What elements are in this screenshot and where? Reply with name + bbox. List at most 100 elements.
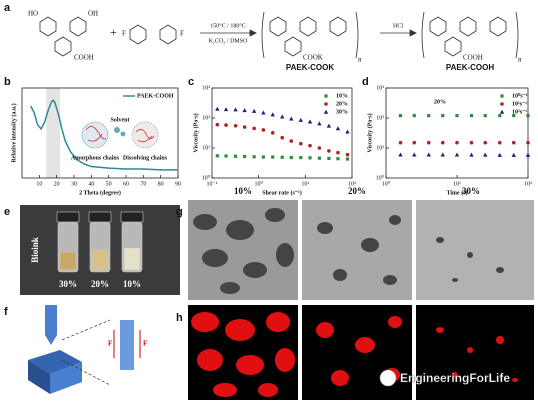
panel-label: c [188,76,194,88]
y-axis-label: Viscosity (Pa·s) [192,113,199,152]
point [336,157,340,161]
point [261,110,266,115]
condition: K₂CO₃ / DMSO [209,38,249,44]
point [412,114,416,118]
point [317,156,321,160]
point [440,152,445,157]
point [324,94,328,98]
y-tick-label: 10² [202,115,210,121]
x-tick-label: 10 [36,181,42,187]
y-tick-label: 10⁰ [202,174,211,181]
point [426,152,431,157]
vial-label: 20% [91,279,109,289]
y-tick-label: 10³ [202,85,210,91]
point [299,155,303,160]
point [469,140,474,145]
force-label: F [143,340,147,348]
point [345,129,350,134]
annotation: Solvent [110,117,129,123]
legend-label: 20% [336,101,348,107]
y-tick-label: 10¹ [202,145,210,151]
x-tick-label: 10¹ [301,181,309,187]
point [412,140,417,145]
point [251,108,257,113]
point [299,141,303,146]
column-header: 20% [348,186,366,196]
point [525,152,531,157]
y-tick-label: 10³ [376,85,384,91]
y-axis-label: Relative intensity (a.u.) [10,103,17,162]
x-tick-label: 70 [140,181,146,187]
point [215,122,220,127]
x-axis-label: Shear rate (s⁻¹) [262,189,302,196]
x-tick-label: 10¹ [453,181,461,187]
point [483,114,487,118]
legend-label: 10% [336,93,348,99]
point [412,152,417,157]
point [252,155,256,159]
x-axis-label: 2 Theta (degree) [79,189,121,196]
point [280,114,285,119]
x-tick-label: 20 [54,181,60,187]
point [289,116,294,121]
point [243,154,247,159]
point [469,114,474,118]
group: COOK [303,54,323,62]
point [242,125,247,129]
group: OH [88,10,98,18]
x-tick-label: 50 [106,181,112,187]
line [30,99,178,171]
point [483,152,488,157]
legend-label: 10¹s⁻¹ [512,101,527,107]
y-tick-label: 10² [376,115,384,121]
x-axis-label: Time (s) [446,189,467,196]
point [441,114,445,118]
group: n [518,56,522,64]
point [308,156,312,160]
point [327,156,331,161]
x-tick-label: 10⁻¹ [207,181,218,187]
x-tick-label: 10² [348,181,356,187]
point [427,114,431,118]
panel-label: f [4,306,8,318]
legend-label: PAEK-COOH [137,93,174,99]
point [454,152,460,157]
point [455,114,459,118]
x-tick-label: 10² [524,181,532,187]
fluorescence-images [188,305,534,400]
chain-icons [81,121,159,149]
x-tick-label: 40 [88,181,94,187]
reagent: HCl [393,23,403,29]
point [215,106,220,111]
group: F [180,30,184,38]
point [440,140,445,145]
x-tick-label: 80 [158,181,164,187]
point [280,155,284,159]
point [242,108,247,113]
panel-label: g [176,206,183,218]
product-name: PAEK-COOH [446,63,495,72]
y-axis-label: Viscosity (Pa·s) [366,113,373,152]
condition: 150°C / 180°C [210,22,245,29]
plot-frame [21,87,179,179]
point [511,140,516,145]
point [317,121,322,126]
point [317,146,322,150]
panel-label: d [362,76,369,88]
point [307,119,313,124]
panel-label: e [4,206,10,218]
watermark: EngineeringForLife [400,371,510,385]
point [455,140,459,145]
y-tick-label: 10⁰ [376,174,385,181]
x-tick-label: 10⁰ [382,180,391,187]
point [345,152,350,157]
group: COOH [74,54,94,62]
point [345,157,350,161]
point [483,140,488,145]
group: F [122,30,126,38]
point [270,112,275,117]
photo-label: Bioink [30,237,40,263]
panel-label: a [4,2,11,14]
point [324,102,328,106]
